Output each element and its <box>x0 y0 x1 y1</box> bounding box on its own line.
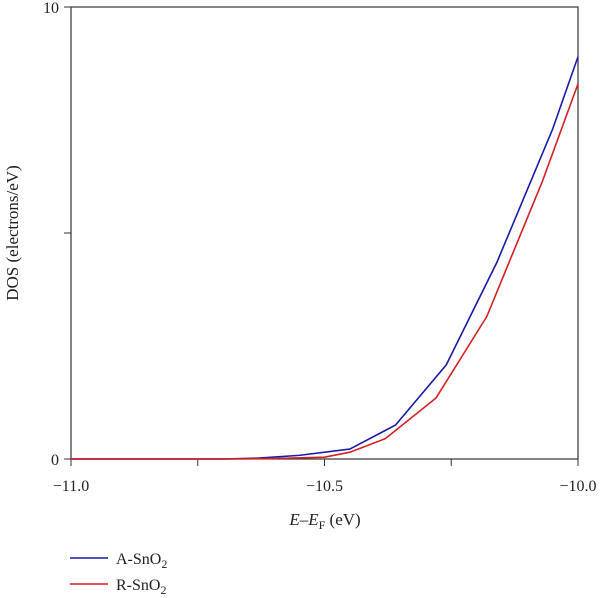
x-axis-title-e: E <box>288 510 300 529</box>
x-tick-label: −10.0 <box>559 478 596 495</box>
ticks: −11.0 −10.5 −10.0 0 10 <box>43 0 597 495</box>
legend-label-a-sno2: A-SnO2 <box>116 551 167 571</box>
y-tick-label: 0 <box>51 452 59 469</box>
x-axis-title: E–EF (eV) <box>288 510 360 532</box>
y-axis-title: DOS (electrons/eV) <box>3 165 22 301</box>
series-line-r-sno2 <box>71 83 579 460</box>
series-layer <box>71 56 579 460</box>
y-tick-label: 10 <box>43 0 59 17</box>
x-axis-title-ef: E <box>307 510 319 529</box>
plot-frame <box>70 6 579 460</box>
legend: A-SnO2 R-SnO2 <box>70 551 167 597</box>
x-axis-title-f-sub: F <box>319 518 326 532</box>
legend-label-r-sno2: R-SnO2 <box>116 577 166 597</box>
x-tick-label: −10.5 <box>306 478 343 495</box>
x-tick-label: −11.0 <box>53 478 89 495</box>
series-line-a-sno2 <box>71 56 579 460</box>
